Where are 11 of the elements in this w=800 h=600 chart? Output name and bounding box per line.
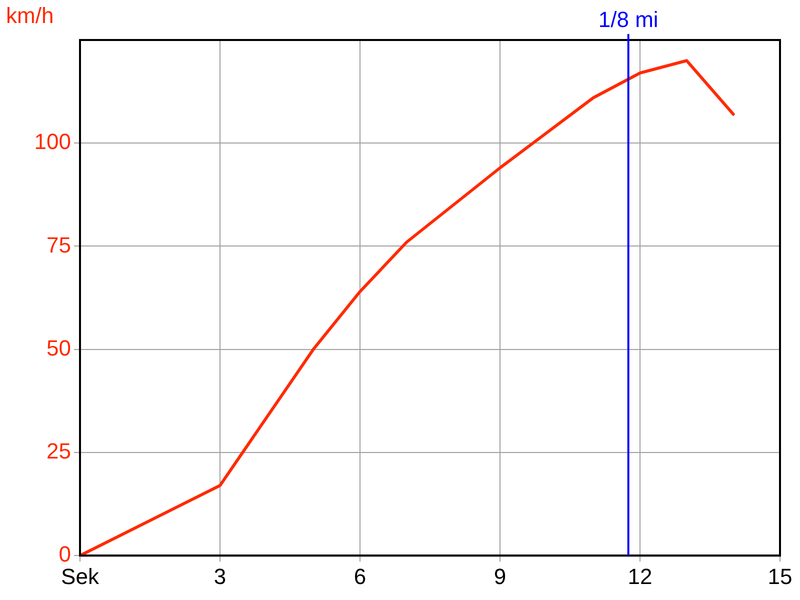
y-axis-title: km/h	[6, 3, 54, 28]
y-tick-label: 75	[46, 232, 71, 258]
x-tick-label: 6	[354, 564, 366, 589]
x-tick-label: 15	[768, 564, 792, 589]
x-tick-label: 3	[214, 564, 226, 589]
ref-line-label: 1/8 mi	[598, 7, 658, 32]
y-tick-label: 50	[46, 335, 71, 360]
y-tick-label: 25	[46, 438, 71, 464]
x-tick-label: 9	[494, 564, 506, 589]
x-tick-label: 12	[628, 564, 652, 589]
y-tick-label: 100	[34, 129, 71, 154]
